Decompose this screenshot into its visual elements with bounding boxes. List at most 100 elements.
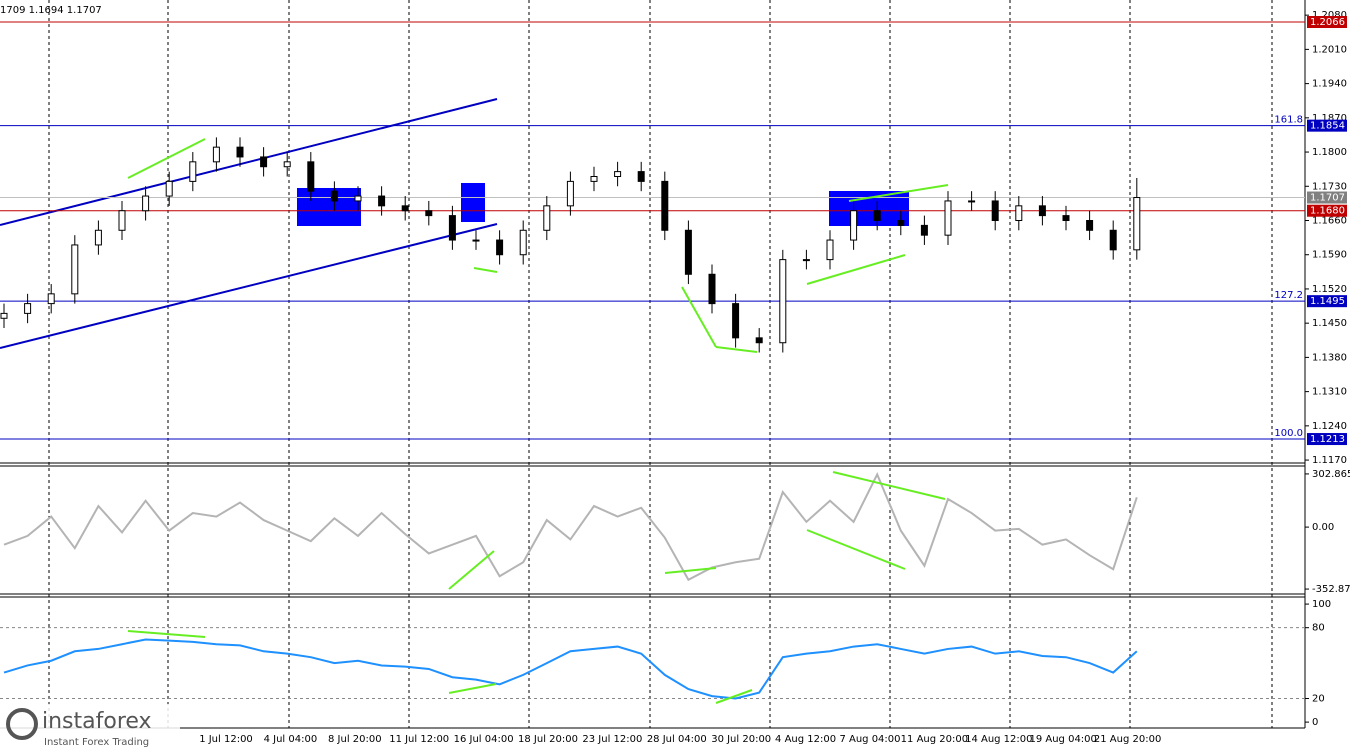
y-tick-label: 1.1660 bbox=[1312, 215, 1347, 226]
candle-body bbox=[708, 273, 716, 305]
last-price-label: 1.1707 bbox=[1310, 193, 1345, 204]
y-tick-label: 80 bbox=[1312, 623, 1325, 634]
level-label: 1.1854 bbox=[1310, 121, 1345, 132]
x-tick-label: 1 Jul 12:00 bbox=[199, 734, 253, 745]
level-box bbox=[1307, 295, 1347, 308]
x-tick-label: 18 Jul 20:00 bbox=[518, 734, 578, 745]
level-box bbox=[1307, 433, 1347, 446]
candle-body bbox=[779, 259, 787, 344]
x-tick-label: 21 Aug 20:00 bbox=[1094, 734, 1161, 745]
zone bbox=[829, 191, 909, 226]
candle-body bbox=[543, 205, 551, 231]
candle-body bbox=[1015, 205, 1023, 221]
channel-line bbox=[0, 223, 498, 349]
candle-body bbox=[47, 293, 55, 305]
indicator-line bbox=[3, 472, 1138, 582]
candle-body bbox=[637, 171, 645, 182]
candle-body bbox=[24, 303, 32, 314]
candle-body bbox=[1038, 205, 1046, 217]
candle-body bbox=[71, 244, 79, 295]
divergence-line bbox=[473, 267, 498, 273]
logo-name: instaforex bbox=[42, 709, 152, 734]
x-tick-label: 11 Jul 12:00 bbox=[389, 734, 449, 745]
x-tick-label: 8 Jul 20:00 bbox=[328, 734, 382, 745]
candle-body bbox=[401, 205, 409, 212]
candle-body bbox=[873, 210, 881, 221]
divergence-line bbox=[127, 630, 206, 638]
candle-body bbox=[118, 210, 126, 231]
y-tick-label: 1.1800 bbox=[1312, 147, 1347, 158]
level-label: 1.2066 bbox=[1310, 17, 1345, 28]
x-tick-label: 30 Jul 20:00 bbox=[711, 734, 771, 745]
x-tick-label: 19 Aug 04:00 bbox=[1029, 734, 1096, 745]
candle-body bbox=[968, 200, 976, 203]
divergence-line bbox=[715, 346, 758, 353]
candle-body bbox=[189, 161, 197, 182]
zone bbox=[461, 183, 485, 222]
candle-body bbox=[1062, 215, 1070, 221]
header-quote: 1709 1.1694 1.1707 bbox=[0, 5, 102, 16]
divergence-line bbox=[127, 138, 206, 179]
y-tick-label: 1.2080 bbox=[1312, 10, 1347, 21]
level-box bbox=[1307, 204, 1347, 217]
divergence-line bbox=[806, 529, 906, 570]
fib-label: 100.0 bbox=[1274, 428, 1303, 439]
level-label: 1.1495 bbox=[1310, 296, 1345, 307]
candle-body bbox=[94, 229, 102, 246]
logo-tagline: Instant Forex Trading bbox=[44, 737, 149, 748]
x-tick-label: 28 Jul 04:00 bbox=[647, 734, 707, 745]
candle-body bbox=[991, 200, 999, 221]
indicator-line bbox=[3, 638, 1138, 700]
y-tick-label: 1.1940 bbox=[1312, 79, 1347, 90]
divergence-line bbox=[806, 254, 906, 285]
y-tick-label: 302.8654 bbox=[1312, 469, 1350, 480]
divergence-line bbox=[664, 567, 717, 574]
candle-body bbox=[283, 161, 291, 168]
divergence-line bbox=[681, 286, 717, 348]
panel-borders bbox=[0, 0, 1306, 729]
candle-body bbox=[260, 156, 268, 168]
candle-body bbox=[307, 161, 315, 192]
logo: instaforex Instant Forex Trading bbox=[0, 704, 180, 750]
fib-label: 127.2 bbox=[1274, 290, 1303, 301]
y-tick-label: 1.1590 bbox=[1312, 250, 1347, 261]
x-tick-label: 11 Aug 20:00 bbox=[901, 734, 968, 745]
candle-body bbox=[236, 146, 244, 158]
candle-body bbox=[590, 175, 598, 182]
level-box bbox=[1307, 16, 1347, 29]
y-tick-label: 1.1170 bbox=[1312, 455, 1347, 466]
candle-body bbox=[472, 239, 480, 242]
annotations bbox=[0, 98, 909, 349]
y-tick-label: 1.1730 bbox=[1312, 181, 1347, 192]
logo-icon bbox=[6, 708, 38, 740]
x-tick-label: 4 Jul 04:00 bbox=[264, 734, 318, 745]
zone bbox=[297, 188, 361, 226]
x-tick-label: 23 Jul 12:00 bbox=[582, 734, 642, 745]
candle-body bbox=[944, 200, 952, 236]
candle-body bbox=[142, 195, 150, 212]
candle-body bbox=[378, 195, 386, 207]
candle-body bbox=[165, 180, 173, 197]
candle-body bbox=[614, 171, 622, 177]
candle-body bbox=[802, 259, 810, 262]
candle-body bbox=[826, 239, 834, 261]
y-tick-label: 1.2010 bbox=[1312, 44, 1347, 55]
candle-body bbox=[920, 224, 928, 236]
candle-body bbox=[330, 190, 338, 202]
divergences bbox=[127, 138, 949, 704]
fib-label: 161.8 bbox=[1274, 115, 1303, 126]
candle-body bbox=[755, 337, 763, 344]
y-tick-label: 0 bbox=[1312, 717, 1318, 728]
candle-body bbox=[661, 180, 669, 231]
candle-body bbox=[897, 219, 905, 226]
candle-body bbox=[566, 180, 574, 207]
y-tick-label: 1.1310 bbox=[1312, 387, 1347, 398]
x-tick-label: 7 Aug 04:00 bbox=[839, 734, 900, 745]
candle-body bbox=[684, 229, 692, 275]
candle-body bbox=[1133, 197, 1141, 251]
y-tick-label: 1.1870 bbox=[1312, 113, 1347, 124]
divergence-line bbox=[832, 471, 946, 500]
candle-body bbox=[1109, 229, 1117, 251]
